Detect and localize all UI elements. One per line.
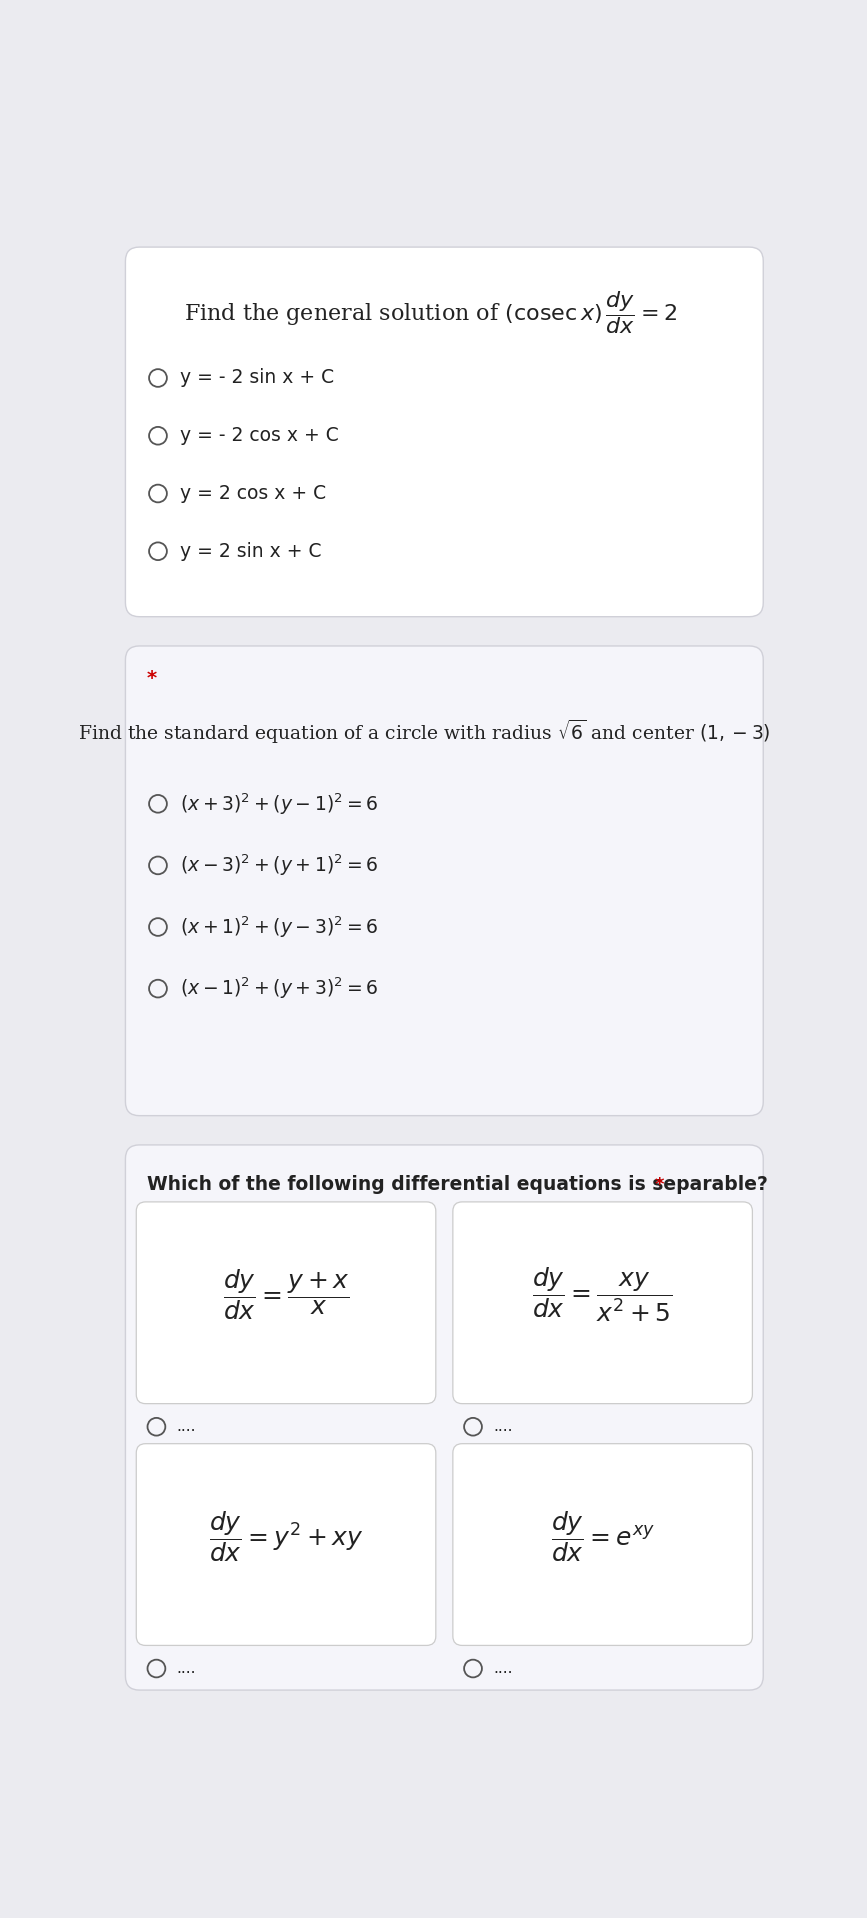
Text: $\dfrac{dy}{dx} = y^2+xy$: $\dfrac{dy}{dx} = y^2+xy$ (209, 1509, 363, 1565)
Text: y = 2 cos x + C: y = 2 cos x + C (179, 483, 326, 503)
Text: y = - 2 cos x + C: y = - 2 cos x + C (179, 426, 338, 445)
Text: $(x - 3)^2 + (y + 1)^2 = 6$: $(x - 3)^2 + (y + 1)^2 = 6$ (179, 854, 378, 878)
FancyBboxPatch shape (126, 646, 763, 1116)
FancyBboxPatch shape (136, 1203, 436, 1404)
Text: Find the standard equation of a circle with radius $\sqrt{6}$ and center $(1,-3): Find the standard equation of a circle w… (78, 717, 771, 746)
Text: ....: .... (177, 1419, 196, 1435)
FancyBboxPatch shape (126, 1145, 763, 1690)
Text: ....: .... (493, 1661, 512, 1676)
Text: $\dfrac{dy}{dx} = e^{xy}$: $\dfrac{dy}{dx} = e^{xy}$ (551, 1509, 655, 1565)
Text: $(x - 1)^2 + (y + 3)^2 = 6$: $(x - 1)^2 + (y + 3)^2 = 6$ (179, 976, 378, 1001)
FancyBboxPatch shape (126, 247, 763, 618)
Text: y = - 2 sin x + C: y = - 2 sin x + C (179, 368, 334, 387)
Text: $(x + 1)^2 + (y - 3)^2 = 6$: $(x + 1)^2 + (y - 3)^2 = 6$ (179, 915, 378, 940)
Text: *: * (655, 1176, 664, 1195)
FancyBboxPatch shape (453, 1203, 753, 1404)
Text: *: * (147, 669, 157, 689)
Text: $\dfrac{dy}{dx} = \dfrac{xy}{x^2+5}$: $\dfrac{dy}{dx} = \dfrac{xy}{x^2+5}$ (532, 1266, 673, 1323)
Text: $\dfrac{dy}{dx} = \dfrac{y+x}{x}$: $\dfrac{dy}{dx} = \dfrac{y+x}{x}$ (223, 1268, 349, 1323)
Text: $(x + 3)^2 + (y - 1)^2 = 6$: $(x + 3)^2 + (y - 1)^2 = 6$ (179, 790, 378, 817)
Text: ....: .... (177, 1661, 196, 1676)
FancyBboxPatch shape (136, 1444, 436, 1646)
FancyBboxPatch shape (453, 1444, 753, 1646)
Text: Find the general solution of $(\mathrm{cosec}\,x)\,\dfrac{dy}{dx} = 2$: Find the general solution of $(\mathrm{c… (185, 290, 677, 336)
Text: Which of the following differential equations is separable?: Which of the following differential equa… (147, 1176, 768, 1195)
Text: ....: .... (493, 1419, 512, 1435)
Text: y = 2 sin x + C: y = 2 sin x + C (179, 541, 321, 560)
